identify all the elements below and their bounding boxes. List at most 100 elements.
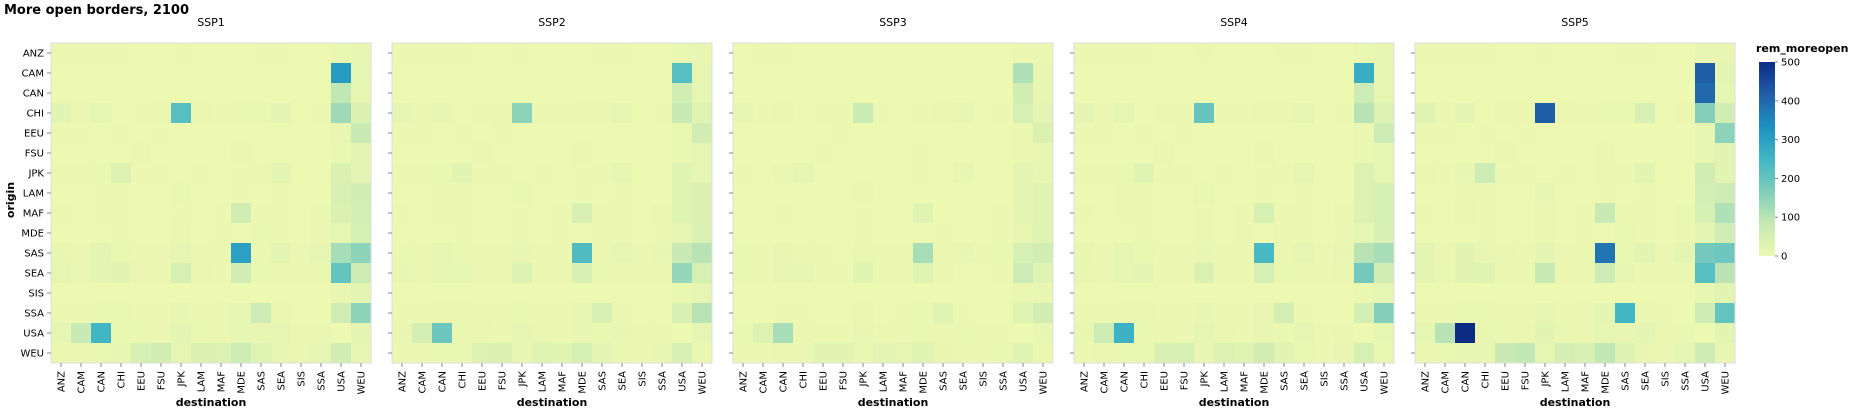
heatmap-cell (552, 43, 572, 63)
heatmap-cell (111, 163, 131, 183)
heatmap-cell (1354, 243, 1374, 263)
heatmap-cell (1214, 303, 1234, 323)
heatmap-cell (1013, 63, 1033, 83)
heatmap-cell (1114, 183, 1134, 203)
heatmap-cell (652, 183, 672, 203)
heatmap-cell (1655, 343, 1675, 363)
legend-gradient-bar (1759, 62, 1775, 256)
heatmap-cell (1655, 83, 1675, 103)
heatmap-cell (652, 63, 672, 83)
heatmap-cell (1374, 183, 1394, 203)
heatmap-cell (833, 163, 853, 183)
heatmap-cell (973, 43, 993, 63)
heatmap-cell (973, 323, 993, 343)
heatmap-cell (331, 123, 351, 143)
heatmap-cell (552, 323, 572, 343)
heatmap-cell (913, 83, 933, 103)
heatmap-cell (1675, 123, 1695, 143)
heatmap-cell (1274, 143, 1294, 163)
x-tick-label: CHI (458, 371, 469, 388)
heatmap-cell (773, 223, 793, 243)
heatmap-cell (1013, 103, 1033, 123)
heatmap-cell (1655, 323, 1675, 343)
facet-ssp3: SSP3 ANZ CAM CAN CHI EEU FSU JPK LAM MAF MDE SAS SEA… (729, 16, 1054, 409)
heatmap-cell (1174, 63, 1194, 83)
heatmap-cell (71, 303, 91, 323)
heatmap-cell (151, 163, 171, 183)
heatmap-cell (1033, 163, 1053, 183)
heatmap-cell (131, 163, 151, 183)
heatmap-cell (111, 43, 131, 63)
heatmap-cell (1214, 63, 1234, 83)
heatmap-cell (1695, 343, 1715, 363)
heatmap-cell (1535, 343, 1555, 363)
heatmap-cell (873, 83, 893, 103)
heatmap-cell (853, 263, 873, 283)
heatmap-cell (1234, 123, 1254, 143)
heatmap-cell (1575, 163, 1595, 183)
x-tick-label: SAS (598, 371, 609, 391)
heatmap-cell (1294, 43, 1314, 63)
heatmap-cell (291, 243, 311, 263)
heatmap-cell (1294, 223, 1314, 243)
heatmap-cell (1595, 303, 1615, 323)
heatmap-cell (211, 243, 231, 263)
heatmap-cell (1254, 203, 1274, 223)
heatmap-cell (331, 83, 351, 103)
heatmap-cell (412, 43, 432, 63)
facet-ssp5: SSP5 ANZ CAM CAN CHI EEU FSU JPK LAM MAF MDE SAS SEA… (1411, 16, 1736, 409)
heatmap-cell (833, 323, 853, 343)
heatmap-cell (1555, 183, 1575, 203)
heatmap-cell (773, 123, 793, 143)
x-tick-label: CAM (77, 371, 88, 393)
heatmap-cell (1214, 163, 1234, 183)
heatmap-cell (652, 123, 672, 143)
heatmap-cell (1354, 63, 1374, 83)
heatmap-cell (672, 123, 692, 143)
heatmap-cell (1415, 323, 1435, 343)
heatmap-cell (91, 63, 111, 83)
heatmap-cell (1294, 323, 1314, 343)
heatmap-cell (1495, 303, 1515, 323)
x-tick-label: SEA (1641, 371, 1652, 391)
heatmap-cell (993, 83, 1013, 103)
heatmap-cell (1374, 323, 1394, 343)
heatmap-cell (1314, 43, 1334, 63)
heatmap-cell (1455, 163, 1475, 183)
heatmap-cell (1194, 283, 1214, 303)
heatmap-cell (933, 203, 953, 223)
heatmap-cell (432, 283, 452, 303)
heatmap-cell (271, 223, 291, 243)
heatmap-cell (231, 223, 251, 243)
heatmap-cell (552, 143, 572, 163)
heatmap-cell (692, 223, 712, 243)
heatmap-cell (1354, 343, 1374, 363)
heatmap-cell (1575, 343, 1595, 363)
x-tick-label: CAM (759, 371, 770, 393)
heatmap-cell (1013, 183, 1033, 203)
heatmap-cell (351, 223, 371, 243)
heatmap-cell (1374, 203, 1394, 223)
heatmap-cell (512, 183, 532, 203)
heatmap-cell (1475, 63, 1495, 83)
heatmap-cell (1415, 103, 1435, 123)
heatmap-cell (833, 243, 853, 263)
heatmap-cell (171, 243, 191, 263)
x-tick-label: JPK (859, 371, 870, 388)
heatmap-cell (51, 123, 71, 143)
heatmap-cell (612, 263, 632, 283)
x-axis-title: destination (1540, 396, 1611, 409)
heatmap-cell (1635, 83, 1655, 103)
heatmap-cell (692, 283, 712, 303)
heatmap-cell (893, 283, 913, 303)
heatmap-cell (1695, 43, 1715, 63)
heatmap-cell (171, 163, 191, 183)
heatmap-cell (813, 263, 833, 283)
heatmap-cell (1374, 143, 1394, 163)
heatmap-cell (151, 143, 171, 163)
x-tick-label: LAM (197, 371, 208, 392)
heatmap-cell (793, 183, 813, 203)
heatmap-cell (191, 343, 211, 363)
heatmap-cell (1535, 103, 1555, 123)
heatmap-cell (1274, 223, 1294, 243)
